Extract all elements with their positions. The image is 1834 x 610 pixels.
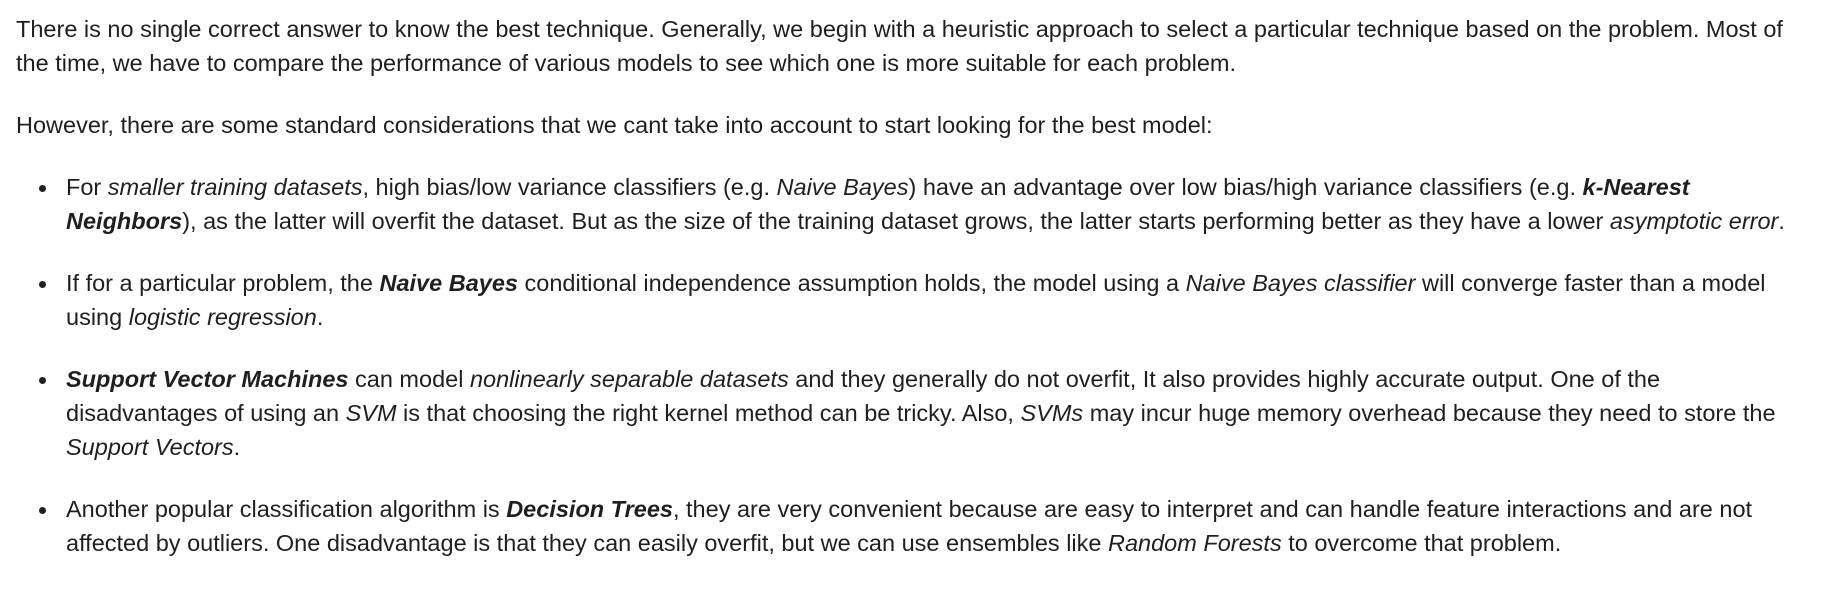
- text-segment: .: [233, 434, 241, 460]
- list-item-small-datasets: For smaller training datasets, high bias…: [39, 170, 1818, 238]
- text-segment: .: [316, 304, 324, 330]
- text-segment: and they generally do not overfit, It al…: [66, 366, 1661, 426]
- text-segment: , high bias/low variance classifiers (e.…: [362, 174, 777, 200]
- bullet-icon: [39, 507, 46, 514]
- intro-paragraph: There is no single correct answer to kno…: [16, 16, 1783, 76]
- italic-term: SVMs: [1020, 400, 1084, 426]
- text-segment: ) have an advantage over low bias/high v…: [908, 174, 1583, 200]
- bullet-icon: [39, 185, 46, 192]
- considerations-list: For smaller training datasets, high bias…: [16, 170, 1818, 560]
- list-item-decision-trees: Another popular classification algorithm…: [39, 492, 1818, 560]
- text-segment: , they are very convenient because are e…: [66, 496, 1753, 556]
- list-item-naive-bayes: If for a particular problem, the Naive B…: [39, 266, 1818, 334]
- text-segment: may incur huge memory overhead because t…: [1083, 400, 1776, 426]
- italic-term: SVM: [345, 400, 397, 426]
- text-segment: is that choosing the right kernel method…: [396, 400, 1021, 426]
- text-segment: Another popular classification algorithm…: [66, 496, 507, 522]
- text-segment: If for a particular problem, the: [66, 270, 380, 296]
- article-body: There is no single correct answer to kno…: [16, 16, 1818, 560]
- bold-italic-term: k-Nearest Neighbors: [66, 174, 1690, 234]
- text-segment: For: [66, 174, 108, 200]
- italic-term: Support Vectors: [66, 434, 234, 460]
- italic-term: smaller training datasets: [107, 174, 363, 200]
- text-segment: will converge faster than a model using: [66, 270, 1766, 330]
- list-item-svm: Support Vector Machines can model nonlin…: [39, 362, 1818, 464]
- bold-italic-term: Decision Trees: [506, 496, 673, 522]
- italic-term: Naive Bayes classifier: [1185, 270, 1416, 296]
- text-segment: conditional independence assumption hold…: [517, 270, 1186, 296]
- bold-italic-term: Support Vector Machines: [66, 366, 349, 392]
- considerations-paragraph: However, there are some standard conside…: [16, 112, 1213, 138]
- italic-term: logistic regression: [128, 304, 317, 330]
- text-segment: to overcome that problem.: [1281, 530, 1562, 556]
- text-segment: ), as the latter will overfit the datase…: [182, 208, 1610, 234]
- italic-term: Random Forests: [1108, 530, 1282, 556]
- text-segment: can model: [348, 366, 470, 392]
- italic-term: asymptotic error: [1609, 208, 1779, 234]
- bullet-icon: [39, 281, 46, 288]
- bullet-icon: [39, 377, 46, 384]
- italic-term: Naive Bayes: [776, 174, 909, 200]
- text-segment: .: [1778, 208, 1785, 234]
- italic-term: nonlinearly separable datasets: [469, 366, 789, 392]
- bold-italic-term: Naive Bayes: [379, 270, 518, 296]
